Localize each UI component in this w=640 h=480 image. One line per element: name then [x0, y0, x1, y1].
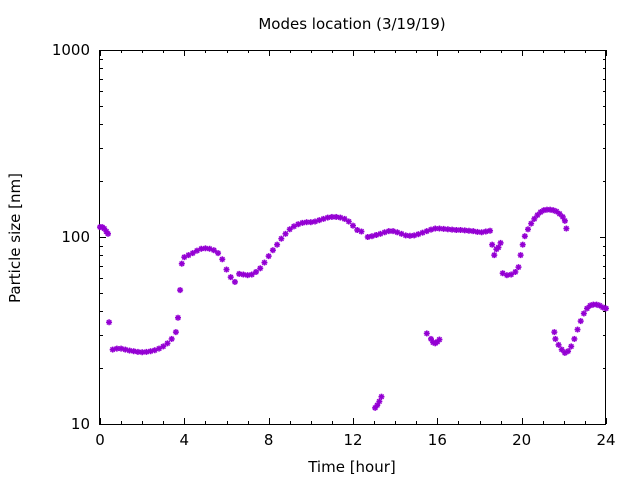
data-point — [253, 268, 260, 275]
data-point — [126, 347, 133, 354]
data-point — [223, 266, 230, 273]
x-tick-label: 24 — [596, 431, 615, 449]
data-point — [423, 330, 430, 337]
data-point — [553, 208, 560, 215]
data-point — [113, 345, 120, 352]
data-point — [603, 305, 609, 312]
data-point — [521, 233, 528, 240]
data-point — [282, 230, 289, 237]
data-point — [528, 220, 535, 227]
data-point — [122, 346, 129, 353]
data-point — [105, 230, 112, 237]
axis-ticks — [100, 50, 607, 425]
data-point — [341, 215, 348, 222]
data-point — [577, 318, 584, 325]
data-point — [376, 398, 383, 405]
data-point — [274, 241, 281, 248]
data-point — [552, 335, 559, 342]
x-tick-label: 4 — [180, 431, 190, 449]
data-point — [571, 335, 578, 342]
data-point — [316, 217, 323, 224]
data-point — [378, 393, 385, 400]
data-point — [519, 241, 526, 248]
data-point — [364, 234, 371, 240]
data-point — [515, 264, 522, 271]
x-axis-label: Time [hour] — [307, 458, 396, 476]
data-point — [168, 335, 175, 342]
data-point — [175, 314, 182, 321]
data-point — [278, 235, 285, 242]
data-point — [177, 287, 184, 294]
data-point — [489, 241, 496, 248]
data-point — [328, 213, 335, 220]
data-point — [497, 239, 504, 246]
x-axis-tick-labels: 0 4 8 12 16 20 24 — [95, 431, 615, 449]
data-point — [210, 247, 217, 254]
data-point — [265, 253, 272, 260]
data-point — [219, 256, 226, 263]
data-point — [269, 247, 276, 254]
x-tick-label: 16 — [428, 431, 447, 449]
x-tick-label: 0 — [95, 431, 105, 449]
data-point — [517, 252, 524, 259]
data-point — [568, 343, 575, 350]
data-point — [164, 340, 171, 347]
data-point — [147, 348, 154, 355]
data-point — [561, 217, 568, 224]
x-tick-label: 8 — [264, 431, 274, 449]
data-point — [358, 228, 365, 235]
y-tick-label: 1000 — [52, 41, 90, 59]
x-tick-label: 20 — [512, 431, 531, 449]
plot-frame — [99, 50, 606, 425]
data-point — [555, 341, 562, 348]
data-point — [574, 326, 581, 333]
data-point — [551, 329, 558, 336]
data-point — [563, 225, 570, 232]
data-point — [350, 222, 356, 229]
y-axis-label: Particle size [nm] — [6, 173, 24, 303]
data-point — [524, 226, 531, 233]
data-point — [580, 310, 587, 317]
data-point — [508, 271, 515, 278]
data-point — [261, 259, 268, 266]
data-point — [345, 218, 352, 225]
data-point — [172, 329, 179, 336]
data-point — [215, 250, 222, 257]
data-point — [178, 260, 185, 267]
data-point — [491, 252, 498, 259]
y-tick-label: 10 — [71, 415, 90, 433]
data-point — [512, 268, 519, 275]
data-point — [160, 343, 167, 350]
data-point — [559, 213, 566, 220]
data-point — [248, 271, 255, 278]
data-point — [561, 349, 568, 356]
data-point — [257, 265, 264, 272]
data-point — [436, 336, 443, 343]
data-point — [428, 226, 435, 233]
chart-title: Modes location (3/19/19) — [258, 15, 445, 33]
data-point — [231, 278, 238, 285]
data-points — [97, 206, 609, 411]
data-point — [106, 319, 113, 326]
data-point — [189, 250, 196, 257]
y-tick-label: 100 — [61, 228, 90, 246]
data-point — [286, 226, 293, 233]
data-point — [495, 244, 502, 251]
x-tick-label: 12 — [343, 431, 362, 449]
y-axis-tick-labels: 10 100 1000 — [52, 41, 90, 433]
data-point — [487, 227, 494, 234]
data-point — [565, 348, 572, 355]
data-point — [406, 232, 413, 239]
data-point — [227, 274, 234, 281]
data-point — [181, 254, 188, 261]
data-point — [457, 227, 464, 234]
